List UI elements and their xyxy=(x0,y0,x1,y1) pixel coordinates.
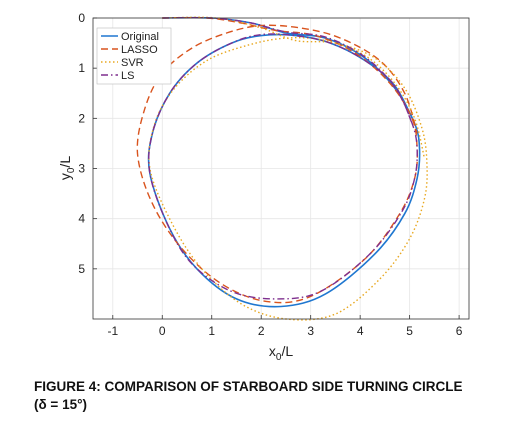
x-tick-label: 0 xyxy=(159,324,166,338)
legend-label-lasso: LASSO xyxy=(121,44,158,56)
caption-line-2: (δ = 15°) xyxy=(34,396,514,414)
x-tick-label: 4 xyxy=(357,324,364,338)
legend-label-svr: SVR xyxy=(121,57,144,69)
caption-line-1: FIGURE 4: COMPARISON OF STARBOARD SIDE T… xyxy=(34,378,514,396)
legend-label-ls: LS xyxy=(121,70,134,82)
x-tick-label: -1 xyxy=(107,324,118,338)
x-tick-label: 2 xyxy=(258,324,265,338)
figure-caption: FIGURE 4: COMPARISON OF STARBOARD SIDE T… xyxy=(34,378,514,414)
x-tick-label: 3 xyxy=(307,324,314,338)
y-tick-label: 1 xyxy=(78,61,85,75)
x-axis-title: x0/L xyxy=(269,343,293,363)
y-tick-label: 3 xyxy=(78,162,85,176)
y-tick-label: 4 xyxy=(78,212,85,226)
y-tick-label: 2 xyxy=(78,111,85,125)
y-tick-label: 5 xyxy=(78,262,85,276)
y-axis-title: y0/L xyxy=(57,156,77,180)
x-tick-label: 1 xyxy=(208,324,215,338)
y-tick-label: 0 xyxy=(78,11,85,25)
x-tick-label: 5 xyxy=(406,324,413,338)
legend-label-original: Original xyxy=(121,31,159,43)
x-tick-label: 6 xyxy=(456,324,463,338)
